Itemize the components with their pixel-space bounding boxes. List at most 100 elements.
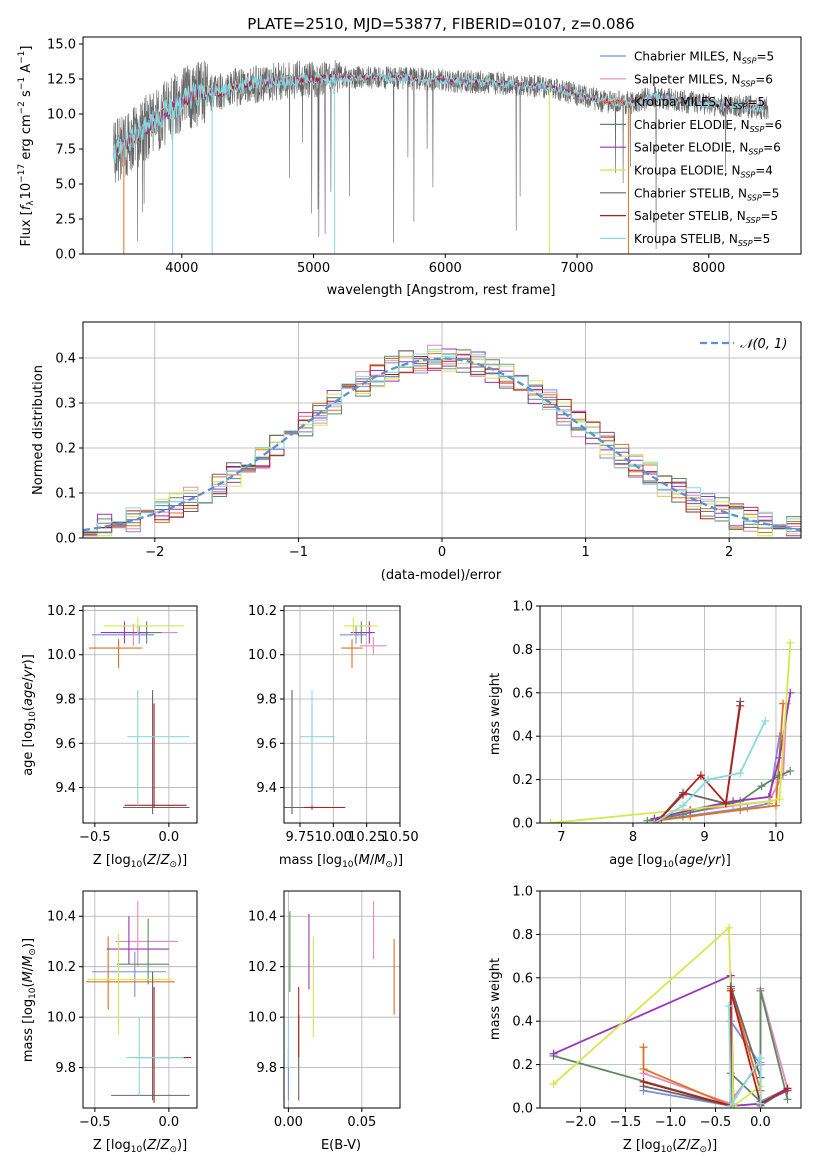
weight-z-ytick-label: 0.8: [512, 928, 533, 943]
mass-ebv-ytick-label: 9.8: [256, 1061, 277, 1076]
age-z-ytick-label: 9.4: [55, 781, 76, 796]
weight-age-point-marker: [736, 805, 745, 814]
weight-age-ytick-label: 0.4: [512, 730, 533, 745]
weight-z-point-marker: [549, 1049, 558, 1058]
mass-ebv-errorbars: [287, 901, 395, 1101]
histogram-xlabel: (data-model)/error: [381, 568, 502, 583]
spectrum-xtick-label: 5000: [297, 261, 330, 276]
weight-z-ytick-label: 0.2: [512, 1058, 533, 1073]
weight-age-point-marker: [546, 819, 555, 823]
histogram-xtick-label: −2: [145, 545, 164, 560]
spectrum-ytick-label: 15.0: [47, 38, 76, 53]
age-mass-ytick-label: 10.0: [248, 648, 277, 663]
age-mass-xtick-label: 9.75: [286, 830, 315, 845]
spectrum-ytick-label: 7.5: [55, 143, 76, 158]
weight-age-point-marker: [786, 766, 795, 775]
histogram-ticks: −2 −1 0 1 2 0.0 0.1 0.2 0.3 0.4: [55, 352, 733, 561]
weight-vs-metallicity-panel: −2.0 −1.5 −1.0 −0.5 0.0 0.0 0.2 0.4 0.6 0.8 1.0 Z …: [488, 885, 802, 1155]
histogram-xtick-label: −1: [289, 545, 308, 560]
age-z-grid: [83, 606, 197, 823]
spectrum-frame: [82, 36, 802, 255]
weight-z-point-marker: [726, 986, 735, 995]
weight-age-point-marker: [679, 801, 688, 810]
weight-age-xtick-label: 9: [700, 830, 708, 845]
weight-z-xtick-label: 0.0: [750, 1115, 771, 1130]
age-z-ytick-label: 10.2: [47, 604, 76, 619]
histogram-xtick-label: 0: [438, 545, 446, 560]
weight-age-ytick-label: 0.8: [512, 643, 533, 658]
weight-age-series: [546, 638, 795, 823]
weight-age-point-marker: [775, 795, 784, 804]
mass-z-frame: [82, 890, 198, 1109]
mass-ebv-ytick-label: 10.0: [248, 1011, 277, 1026]
age-z-ytick-label: 9.8: [55, 693, 76, 708]
weight-z-point-marker: [726, 1101, 735, 1108]
mass-ebv-ticks: 0.00 0.05 9.8 10.0 10.2 10.4: [248, 910, 376, 1130]
normal-curve: [83, 357, 801, 532]
age-mass-ytick-label: 9.8: [256, 693, 277, 708]
spectrum-xtick-label: 8000: [692, 261, 725, 276]
mass-z-ytick-label: 10.2: [47, 960, 76, 975]
figure-title: PLATE=2510, MJD=53877, FIBERID=0107, z=0…: [247, 15, 634, 33]
weight-age-ytick-label: 0.6: [512, 686, 533, 701]
weight-age-point-marker: [721, 799, 730, 808]
age-mass-errorbars: [284, 617, 387, 815]
weight-z-ytick-label: 0.6: [512, 971, 533, 986]
age-z-ytick-label: 9.6: [55, 737, 76, 752]
histogram-ytick-label: 0.3: [55, 397, 76, 412]
spectrum-xtick-label: 7000: [560, 261, 593, 276]
weight-z-ytick-label: 0.4: [512, 1015, 533, 1030]
mass-z-xlabel: Z [log10(Z/Z⊙)]: [93, 1138, 187, 1155]
age-z-xtick-label: −0.5: [79, 830, 111, 845]
mass-z-ylabel: mass [log10(M/M⊙)]: [21, 938, 38, 1062]
weight-age-ylabel: mass weight: [488, 673, 503, 755]
weight-z-point-marker: [783, 1095, 792, 1104]
legend-label: Chabrier ELODIE, NSSP=6: [634, 118, 782, 134]
age-mass-ytick-label: 9.6: [256, 737, 277, 752]
weight-age-frame: [539, 605, 802, 824]
weight-z-series-line: [728, 1005, 762, 1108]
age-mass-frame: [283, 605, 401, 824]
weight-z-ylabel: mass weight: [488, 958, 503, 1040]
weight-z-point-marker: [756, 986, 765, 995]
mass-vs-ebv-panel: 0.00 0.05 9.8 10.0 10.2 10.4 E(B-V): [248, 890, 401, 1153]
residual-histogram-panel: −2 −1 0 1 2 0.0 0.1 0.2 0.3 0.4 𝒩(0, 1) (data-mod…: [31, 321, 802, 583]
weight-age-series-line: [654, 692, 792, 820]
age-z-xlabel: Z [log10(Z/Z⊙)]: [93, 853, 187, 870]
age-z-errorbars: [88, 617, 190, 815]
weight-z-ytick-label: 0.0: [512, 1102, 533, 1117]
spectrum-panel: PLATE=2510, MJD=53877, FIBERID=0107, z=0…: [17, 15, 802, 298]
weight-z-series: [549, 923, 792, 1108]
weight-age-xtick-label: 8: [629, 830, 637, 845]
spectrum-ytick-label: 5.0: [55, 178, 76, 193]
normal-legend-label: 𝒩(0, 1): [740, 337, 787, 352]
age-z-ytick-label: 10.0: [47, 648, 76, 663]
spectrum-ytick-label: 10.0: [47, 108, 76, 123]
mass-ebv-xlabel: E(B-V): [321, 1138, 361, 1153]
legend-label: Salpeter ELODIE, NSSP=6: [634, 141, 781, 157]
spectrum-legend: Chabrier MILES, NSSP=5 Salpeter MILES, NS…: [600, 50, 782, 248]
spectrum-xlabel: wavelength [Angstrom, rest frame]: [327, 283, 556, 298]
spectrum-series-line: [112, 73, 765, 159]
age-mass-ytick-label: 9.4: [256, 781, 277, 796]
weight-age-ytick-label: 1.0: [512, 600, 533, 615]
spectrum-ytick-label: 2.5: [55, 213, 76, 228]
spectrum-ylabel: Flux [fλ10−17 erg cm−2 s−1 A−1]: [17, 46, 36, 247]
mass-ebv-xtick-label: 0.05: [347, 1115, 376, 1130]
spectrum-ytick-label: 0.0: [55, 248, 76, 263]
weight-z-point-marker: [725, 1002, 733, 1011]
weight-age-point-marker: [764, 797, 773, 806]
weight-vs-age-panel: 7 8 9 10 0.0 0.2 0.4 0.6 0.8 1.0 age [log10(age/y…: [488, 600, 802, 870]
weight-z-xlabel: Z [log10(Z/Z⊙)]: [623, 1138, 717, 1155]
legend-label: Kroupa ELODIE, NSSP=4: [634, 164, 773, 180]
weight-age-point-marker: [679, 790, 688, 799]
mass-ebv-ytick-label: 10.2: [248, 960, 277, 975]
weight-age-point-marker: [757, 782, 766, 791]
mass-z-ytick-label: 10.0: [47, 1011, 76, 1026]
age-z-ticks: −0.5 0.0 9.4 9.6 9.8 10.0 10.2: [47, 604, 179, 845]
age-mass-xlabel: mass [log10(M/M⊙)]: [279, 853, 403, 870]
weight-age-point-marker: [736, 701, 745, 710]
age-z-ylabel: age [log10(age/yr)]: [21, 654, 38, 776]
histogram-xtick-label: 1: [581, 545, 589, 560]
